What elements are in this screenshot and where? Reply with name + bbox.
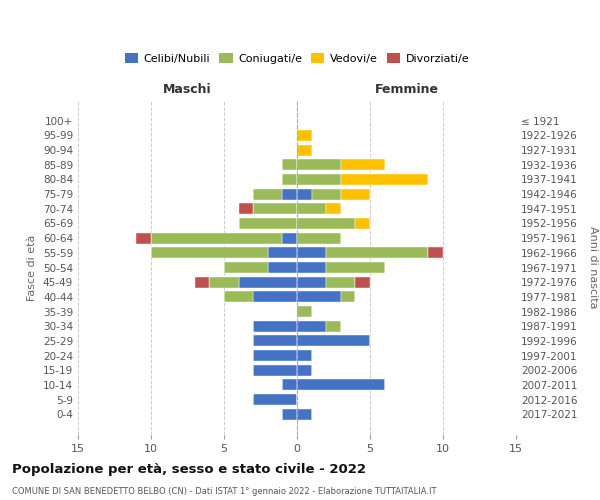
Bar xyxy=(311,188,341,200)
Bar xyxy=(253,350,297,361)
Bar xyxy=(297,320,326,332)
Bar xyxy=(297,276,326,287)
Bar xyxy=(341,188,370,200)
Y-axis label: Anni di nascita: Anni di nascita xyxy=(589,226,598,308)
Bar xyxy=(297,306,311,317)
Bar xyxy=(253,364,297,376)
Bar xyxy=(297,188,311,200)
Legend: Celibi/Nubili, Coniugati/e, Vedovi/e, Divorziati/e: Celibi/Nubili, Coniugati/e, Vedovi/e, Di… xyxy=(121,48,473,68)
Bar xyxy=(297,409,311,420)
Bar xyxy=(283,160,297,170)
Bar xyxy=(355,218,370,229)
Bar xyxy=(151,248,268,258)
Text: COMUNE DI SAN BENEDETTO BELBO (CN) - Dati ISTAT 1° gennaio 2022 - Elaborazione T: COMUNE DI SAN BENEDETTO BELBO (CN) - Dat… xyxy=(12,488,437,496)
Bar xyxy=(341,174,428,185)
Bar xyxy=(297,350,311,361)
Bar xyxy=(326,204,341,214)
Bar xyxy=(297,248,326,258)
Bar xyxy=(283,188,297,200)
Bar xyxy=(297,204,326,214)
Bar xyxy=(297,144,311,156)
Bar xyxy=(195,276,209,287)
Bar xyxy=(297,174,341,185)
Bar xyxy=(326,248,428,258)
Bar xyxy=(341,160,385,170)
Bar xyxy=(209,276,239,287)
Text: Maschi: Maschi xyxy=(163,83,212,96)
Bar xyxy=(253,320,297,332)
Bar xyxy=(224,292,253,302)
Bar xyxy=(253,336,297,346)
Bar xyxy=(253,394,297,405)
Bar xyxy=(297,160,341,170)
Bar xyxy=(239,218,297,229)
Bar xyxy=(297,262,326,273)
Bar xyxy=(239,204,253,214)
Bar xyxy=(136,232,151,243)
Bar xyxy=(151,232,283,243)
Bar xyxy=(283,409,297,420)
Y-axis label: Fasce di età: Fasce di età xyxy=(28,234,37,300)
Bar xyxy=(283,174,297,185)
Bar xyxy=(297,380,385,390)
Bar xyxy=(341,292,355,302)
Bar xyxy=(283,380,297,390)
Bar xyxy=(326,320,341,332)
Bar xyxy=(283,232,297,243)
Bar xyxy=(428,248,443,258)
Bar xyxy=(297,232,341,243)
Bar xyxy=(253,204,297,214)
Bar xyxy=(268,262,297,273)
Bar xyxy=(297,364,311,376)
Bar xyxy=(355,276,370,287)
Bar xyxy=(253,292,297,302)
Bar xyxy=(297,292,341,302)
Bar xyxy=(224,262,268,273)
Text: Popolazione per età, sesso e stato civile - 2022: Popolazione per età, sesso e stato civil… xyxy=(12,462,366,475)
Bar xyxy=(297,218,355,229)
Bar xyxy=(268,248,297,258)
Bar xyxy=(326,276,355,287)
Bar xyxy=(297,130,311,141)
Bar xyxy=(297,336,370,346)
Text: Femmine: Femmine xyxy=(374,83,439,96)
Bar xyxy=(326,262,385,273)
Bar xyxy=(239,276,297,287)
Bar xyxy=(253,188,283,200)
